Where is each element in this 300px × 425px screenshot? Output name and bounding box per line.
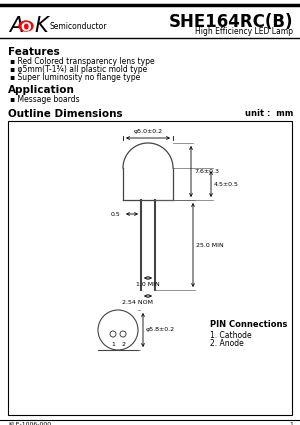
- Text: O: O: [21, 20, 31, 34]
- Text: $\mathit{K}$: $\mathit{K}$: [34, 16, 51, 36]
- Text: 2: 2: [121, 342, 125, 347]
- Text: 2.54 NOM: 2.54 NOM: [122, 300, 154, 305]
- Text: High Efficiency LED Lamp: High Efficiency LED Lamp: [195, 26, 293, 36]
- Text: 4.5±0.5: 4.5±0.5: [214, 181, 239, 187]
- Text: ▪ Red Colored transparency lens type: ▪ Red Colored transparency lens type: [10, 57, 154, 66]
- Text: Features: Features: [8, 47, 60, 57]
- Text: 7.6±0.3: 7.6±0.3: [194, 169, 219, 174]
- Text: ▪ Super luminosity no flange type: ▪ Super luminosity no flange type: [10, 73, 140, 82]
- Text: Application: Application: [8, 85, 75, 95]
- Text: 1: 1: [111, 342, 115, 347]
- Text: Semiconductor: Semiconductor: [49, 22, 106, 31]
- Text: 2. Anode: 2. Anode: [210, 339, 244, 348]
- Text: φ5.8±0.2: φ5.8±0.2: [146, 328, 175, 332]
- Ellipse shape: [19, 21, 33, 31]
- Text: KLE-1006-000: KLE-1006-000: [8, 422, 51, 425]
- Text: φ5.0±0.2: φ5.0±0.2: [134, 129, 163, 134]
- FancyBboxPatch shape: [8, 121, 292, 415]
- Text: 0.5: 0.5: [110, 212, 120, 216]
- Text: 25.0 MIN: 25.0 MIN: [196, 243, 224, 247]
- Text: PIN Connections: PIN Connections: [210, 320, 287, 329]
- Text: 1.0 MIN: 1.0 MIN: [136, 282, 160, 287]
- Text: ▪ φ5mm(T-1¾) all plastic mold type: ▪ φ5mm(T-1¾) all plastic mold type: [10, 65, 147, 74]
- Text: SHE164RC(B): SHE164RC(B): [169, 13, 293, 31]
- Text: 1: 1: [289, 422, 293, 425]
- Text: 1. Cathode: 1. Cathode: [210, 331, 252, 340]
- Text: $\mathit{A}$: $\mathit{A}$: [8, 16, 24, 36]
- Text: ▪ Message boards: ▪ Message boards: [10, 95, 80, 104]
- Text: unit :  mm: unit : mm: [244, 109, 293, 118]
- Text: Outline Dimensions: Outline Dimensions: [8, 109, 123, 119]
